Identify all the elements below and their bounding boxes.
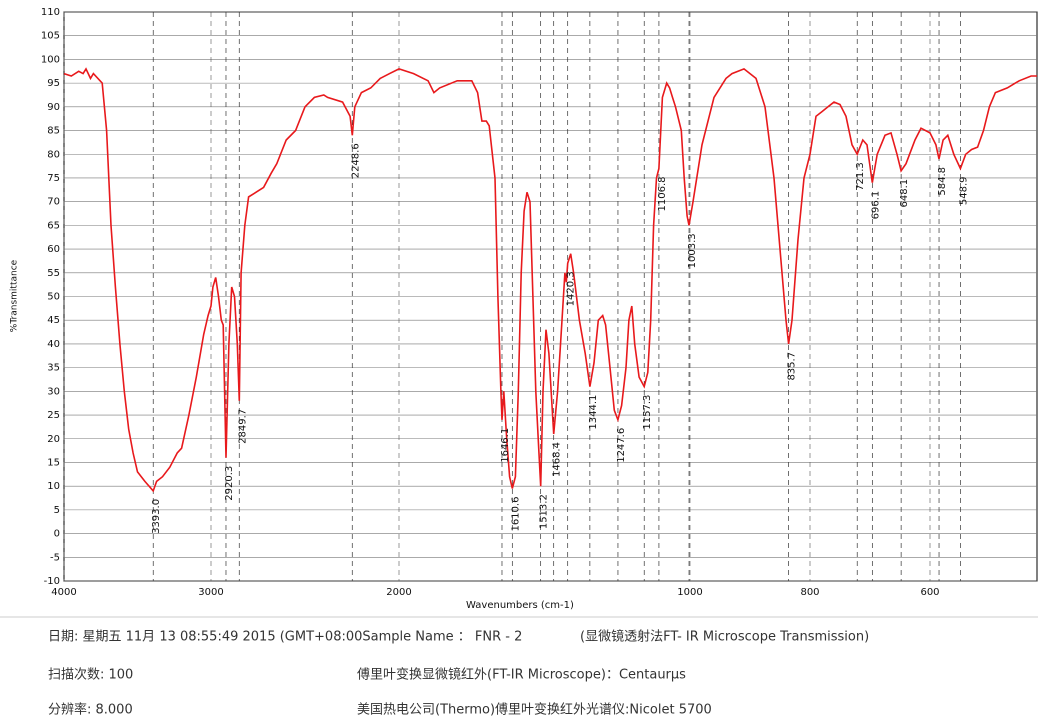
peak-label: 1646.1 [500,428,511,463]
y-tick-label: 100 [41,54,60,65]
y-tick-label: 0 [54,529,60,540]
footer-date: 日期: 星期五 11月 13 08:55:49 2015 (GMT+08:00S… [48,630,522,645]
x-tick-label: 2000 [386,587,411,598]
y-tick-label: -10 [44,576,60,587]
y-tick-label: 55 [47,268,60,279]
peak-label: 548.9 [958,176,969,205]
y-tick-label: 40 [47,339,60,350]
y-tick-label: 60 [47,244,60,255]
peak-label: 1344.1 [588,395,599,430]
y-tick-label: 90 [47,102,60,113]
y-tick-label: 85 [47,126,60,137]
y-tick-label: 75 [47,173,60,184]
peak-label: 1468.4 [552,442,563,477]
y-tick-label: -5 [50,552,60,563]
footer-scans: 扫描次数: 100 [48,667,133,683]
x-tick-label: 800 [800,587,819,598]
x-axis-label: Wavenumbers (cm-1) [466,600,574,611]
y-tick-label: 35 [47,363,60,374]
footer-maker: 美国热电公司(Thermo)傅里叶变换红外光谱仪:Nicolet 5700 [357,702,712,718]
y-tick-label: 15 [47,457,60,468]
peak-label: 3393.0 [151,499,162,534]
y-tick-label: 95 [47,78,60,89]
footer-resolution: 分辨率: 8.000 [48,702,133,718]
spectrum-line [63,67,1037,493]
x-tick-label: 600 [920,587,939,598]
peak-label: 1157.3 [642,395,653,430]
y-tick-label: 65 [47,220,60,231]
peak-label: 1003.3 [687,233,698,268]
footer-method: (显微镜透射法FT- IR Microscope Transmission) [580,629,869,645]
y-tick-label: 25 [47,410,60,421]
peak-label: 1513.2 [539,494,550,529]
footer-instrument: 傅里叶变换显微镜红外(FT-IR Microscope)：Centaurμs [357,667,686,683]
y-tick-label: 80 [47,149,60,160]
y-tick-label: 20 [47,434,60,445]
peak-label: 721.3 [855,162,866,191]
y-axis-label: %Transmittance [10,259,20,332]
x-tick-label: 3000 [198,587,223,598]
peak-label: 1247.6 [616,428,627,463]
y-tick-label: 45 [47,315,60,326]
peak-label: 835.7 [787,352,798,381]
peak-label: 1106.8 [657,176,668,211]
y-tick-label: 50 [47,292,60,303]
peak-label: 2920.3 [224,466,235,501]
peak-label: 648.1 [899,179,910,208]
y-tick-label: 5 [54,505,60,516]
x-tick-label: 4000 [51,587,76,598]
x-tick-label: 1000 [677,587,702,598]
peak-label: 696.1 [870,191,881,220]
peak-label: 584.8 [937,167,948,196]
y-tick-label: 105 [41,31,60,42]
y-tick-label: 70 [47,197,60,208]
peak-label: 2248.6 [350,143,361,178]
peak-label: 1420.3 [566,271,577,306]
y-tick-label: 10 [47,481,60,492]
y-tick-label: 30 [47,386,60,397]
peak-label: 2849.7 [237,409,248,444]
peak-label: 1610.6 [510,497,521,532]
y-tick-label: 110 [41,7,60,18]
